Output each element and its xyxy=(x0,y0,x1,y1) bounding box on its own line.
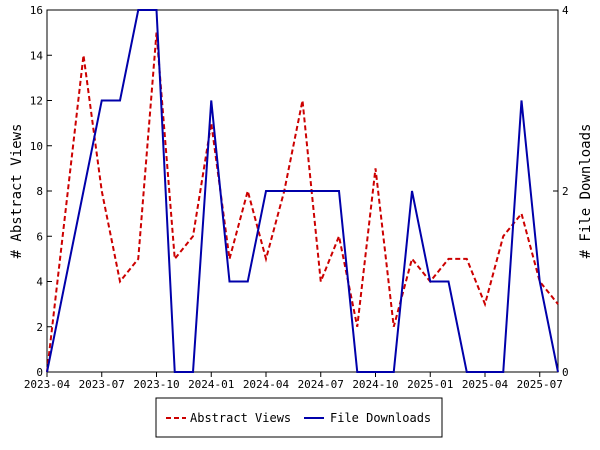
y-tick-label: 10 xyxy=(30,140,43,153)
x-tick-label: 2024-01 xyxy=(188,378,234,391)
y-axis-ticks: 0 2 4 6 8 10 12 14 16 xyxy=(30,4,52,379)
series-line-file-downloads xyxy=(46,9,559,373)
y-tick-label: 6 xyxy=(36,230,43,243)
y-tick-label: 4 xyxy=(36,276,43,289)
y2-tick-label: 2 xyxy=(562,185,569,198)
y-tick-label: 12 xyxy=(30,95,43,108)
legend-label-file-downloads: File Downloads xyxy=(330,411,431,425)
x-tick-label: 2023-07 xyxy=(79,378,125,391)
y-tick-label: 16 xyxy=(30,4,43,17)
legend-label-abstract-views: Abstract Views xyxy=(190,411,291,425)
legend: Abstract Views File Downloads xyxy=(155,397,443,438)
y-axis-title: # Abstract Views xyxy=(9,124,25,259)
x-tick-label: 2025-01 xyxy=(407,378,453,391)
y-tick-label: 0 xyxy=(36,366,43,379)
y-tick-label: 8 xyxy=(36,185,43,198)
y-tick-label: 2 xyxy=(36,321,43,334)
legend-box xyxy=(155,397,443,438)
y2-axis-title: # File Downloads xyxy=(578,124,594,259)
x-tick-label: 2025-04 xyxy=(462,378,509,391)
x-tick-label: 2024-04 xyxy=(243,378,290,391)
series-line-abstract-views xyxy=(46,32,559,373)
y2-tick-label: 4 xyxy=(562,4,569,17)
x-tick-label: 2024-07 xyxy=(298,378,344,391)
x-tick-label: 2024-10 xyxy=(352,378,398,391)
x-tick-label: 2023-10 xyxy=(133,378,179,391)
x-tick-label: 2023-04 xyxy=(24,378,71,391)
x-axis-ticks: 2023-04 2023-07 2023-10 2024-01 2024-04 2024-… xyxy=(24,372,563,391)
y2-axis-ticks: 0 2 4 xyxy=(553,4,569,379)
y2-tick-label: 0 xyxy=(562,366,569,379)
series-layer xyxy=(46,9,559,373)
y-tick-label: 14 xyxy=(30,49,44,62)
x-tick-label: 2025-07 xyxy=(517,378,563,391)
